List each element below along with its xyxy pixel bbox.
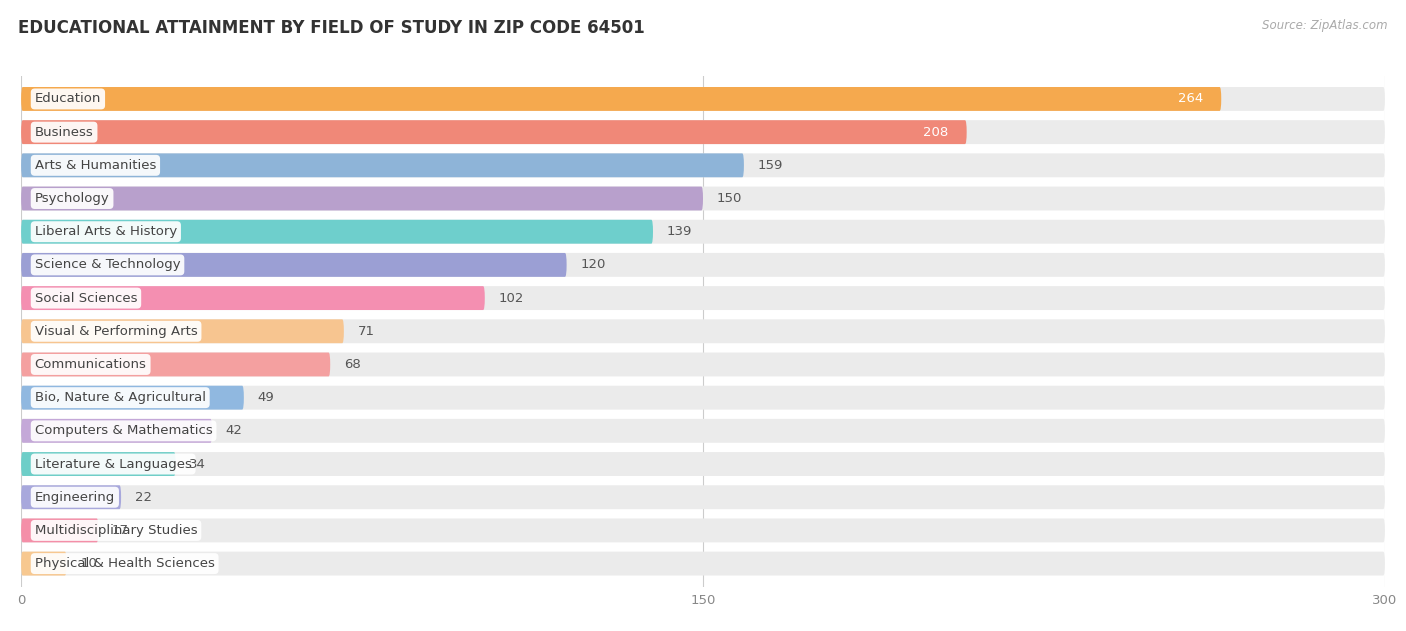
Text: Bio, Nature & Agricultural: Bio, Nature & Agricultural xyxy=(35,391,205,404)
Text: Engineering: Engineering xyxy=(35,491,115,504)
Text: Arts & Humanities: Arts & Humanities xyxy=(35,159,156,172)
FancyBboxPatch shape xyxy=(21,286,485,310)
FancyBboxPatch shape xyxy=(21,220,1385,244)
Text: 120: 120 xyxy=(581,259,606,271)
Text: Literature & Languages: Literature & Languages xyxy=(35,457,191,471)
Text: Business: Business xyxy=(35,126,93,139)
FancyBboxPatch shape xyxy=(21,253,567,277)
Text: 150: 150 xyxy=(717,192,742,205)
Text: 264: 264 xyxy=(1178,93,1204,105)
Text: Visual & Performing Arts: Visual & Performing Arts xyxy=(35,325,197,338)
Text: Source: ZipAtlas.com: Source: ZipAtlas.com xyxy=(1263,19,1388,32)
FancyBboxPatch shape xyxy=(21,386,243,410)
Text: Multidisciplinary Studies: Multidisciplinary Studies xyxy=(35,524,197,537)
Text: 22: 22 xyxy=(135,491,152,504)
Text: 139: 139 xyxy=(666,225,692,239)
FancyBboxPatch shape xyxy=(21,153,1385,177)
FancyBboxPatch shape xyxy=(21,187,1385,211)
FancyBboxPatch shape xyxy=(21,519,98,543)
Text: Social Sciences: Social Sciences xyxy=(35,292,138,305)
FancyBboxPatch shape xyxy=(21,452,176,476)
Text: Communications: Communications xyxy=(35,358,146,371)
Text: Liberal Arts & History: Liberal Arts & History xyxy=(35,225,177,239)
FancyBboxPatch shape xyxy=(21,353,330,377)
Text: Psychology: Psychology xyxy=(35,192,110,205)
Text: 102: 102 xyxy=(499,292,524,305)
FancyBboxPatch shape xyxy=(21,187,703,211)
FancyBboxPatch shape xyxy=(21,386,1385,410)
FancyBboxPatch shape xyxy=(21,551,66,575)
Text: Science & Technology: Science & Technology xyxy=(35,259,180,271)
Text: 10: 10 xyxy=(80,557,97,570)
FancyBboxPatch shape xyxy=(21,353,1385,377)
FancyBboxPatch shape xyxy=(21,452,1385,476)
FancyBboxPatch shape xyxy=(21,153,744,177)
Text: 159: 159 xyxy=(758,159,783,172)
FancyBboxPatch shape xyxy=(21,220,652,244)
Text: 17: 17 xyxy=(112,524,129,537)
Text: EDUCATIONAL ATTAINMENT BY FIELD OF STUDY IN ZIP CODE 64501: EDUCATIONAL ATTAINMENT BY FIELD OF STUDY… xyxy=(18,19,645,37)
Text: Computers & Mathematics: Computers & Mathematics xyxy=(35,424,212,437)
Text: Physical & Health Sciences: Physical & Health Sciences xyxy=(35,557,215,570)
Text: 34: 34 xyxy=(190,457,207,471)
FancyBboxPatch shape xyxy=(21,551,1385,575)
FancyBboxPatch shape xyxy=(21,120,967,144)
FancyBboxPatch shape xyxy=(21,485,1385,509)
Text: 42: 42 xyxy=(226,424,243,437)
Text: 68: 68 xyxy=(344,358,360,371)
FancyBboxPatch shape xyxy=(21,419,1385,443)
Text: 208: 208 xyxy=(924,126,949,139)
FancyBboxPatch shape xyxy=(21,319,344,343)
Text: Education: Education xyxy=(35,93,101,105)
FancyBboxPatch shape xyxy=(21,120,1385,144)
FancyBboxPatch shape xyxy=(21,319,1385,343)
Text: 49: 49 xyxy=(257,391,274,404)
Text: 71: 71 xyxy=(357,325,374,338)
FancyBboxPatch shape xyxy=(21,419,212,443)
FancyBboxPatch shape xyxy=(21,519,1385,543)
FancyBboxPatch shape xyxy=(21,485,121,509)
FancyBboxPatch shape xyxy=(21,286,1385,310)
FancyBboxPatch shape xyxy=(21,253,1385,277)
FancyBboxPatch shape xyxy=(21,87,1385,111)
FancyBboxPatch shape xyxy=(21,87,1222,111)
